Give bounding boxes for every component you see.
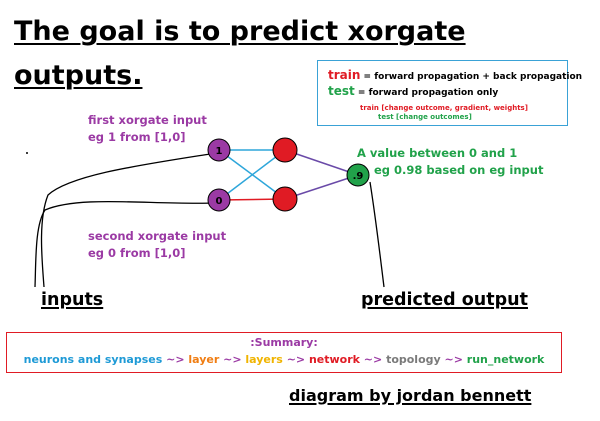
credit: diagram by jordan bennett — [289, 386, 532, 405]
summary-box: :Summary: neurons and synapses ~> layer … — [6, 332, 562, 373]
input-node-2 — [207, 188, 231, 212]
legend-test-note: test [change outcomes] — [378, 113, 472, 121]
legend-train-row: train = forward propagation + back propa… — [328, 69, 582, 82]
first-input-line-2: eg 1 from [1,0] — [88, 129, 186, 144]
summary-item-6: network — [308, 353, 360, 366]
summary-item-3: ~> — [219, 353, 246, 366]
second-input-line-1: second xorgate input — [88, 229, 227, 243]
input-node-2-value: 0 — [216, 196, 223, 207]
legend-train-desc: = forward propagation + back propagation — [360, 72, 583, 82]
input-node-1-value: 1 — [216, 146, 223, 157]
legend-train-key: train — [328, 68, 361, 82]
second-input-label: second xorgate input eg 0 from [1,0] — [88, 228, 226, 261]
legend-test-key: test — [328, 84, 355, 98]
summary-item-2: layer — [188, 353, 220, 366]
summary-title: :Summary: — [250, 336, 318, 349]
title-line-2: outputs. — [14, 60, 143, 91]
summary-item-8: topology — [386, 353, 441, 366]
output-note-line-1: A value between 0 and 1 — [357, 146, 518, 160]
summary-item-1: ~> — [162, 353, 189, 366]
input-node-1 — [207, 138, 231, 162]
inputs-label: inputs — [41, 290, 104, 310]
first-input-label: first xorgate input eg 1 from [1,0] — [88, 112, 207, 145]
summary-item-4: layers — [245, 353, 283, 366]
output-note-line-2: eg 0.98 based on eg input — [374, 162, 544, 177]
summary-item-0: neurons and synapses — [23, 353, 163, 366]
summary-item-10: run_network — [466, 353, 545, 366]
predicted-output-label: predicted output — [361, 290, 528, 310]
title-line-1: The goal is to predict xorgate — [14, 16, 466, 47]
output-node-value: .9 — [353, 171, 364, 182]
legend-box: train = forward propagation + back propa… — [317, 60, 582, 126]
edge-hidden1-output — [284, 149, 359, 176]
legend-test-desc: = forward propagation only — [354, 88, 499, 98]
hidden-node-2 — [272, 186, 298, 212]
connector-output-to-label — [369, 181, 385, 288]
edge-input2-hidden1 — [218, 149, 286, 201]
output-note: A value between 0 and 1 eg 0.98 based on… — [357, 145, 543, 178]
summary-chain: neurons and synapses ~> layer ~> layers … — [7, 353, 561, 366]
legend-train-note: train [change outcome, gradient, weights… — [360, 104, 528, 112]
edge-hidden2-output — [284, 174, 359, 200]
connector-input2-to-inputs — [34, 200, 216, 288]
stray-dot — [26, 152, 28, 154]
first-input-line-1: first xorgate input — [88, 113, 207, 127]
second-input-line-2: eg 0 from [1,0] — [88, 245, 186, 260]
legend-test-row: test = forward propagation only — [328, 85, 498, 98]
summary-item-7: ~> — [359, 353, 387, 366]
summary-item-5: ~> — [282, 353, 309, 366]
hidden-node-1 — [272, 137, 298, 163]
output-node — [346, 163, 370, 187]
connector-input1-to-inputs — [40, 153, 211, 288]
summary-item-9: ~> — [440, 353, 467, 366]
